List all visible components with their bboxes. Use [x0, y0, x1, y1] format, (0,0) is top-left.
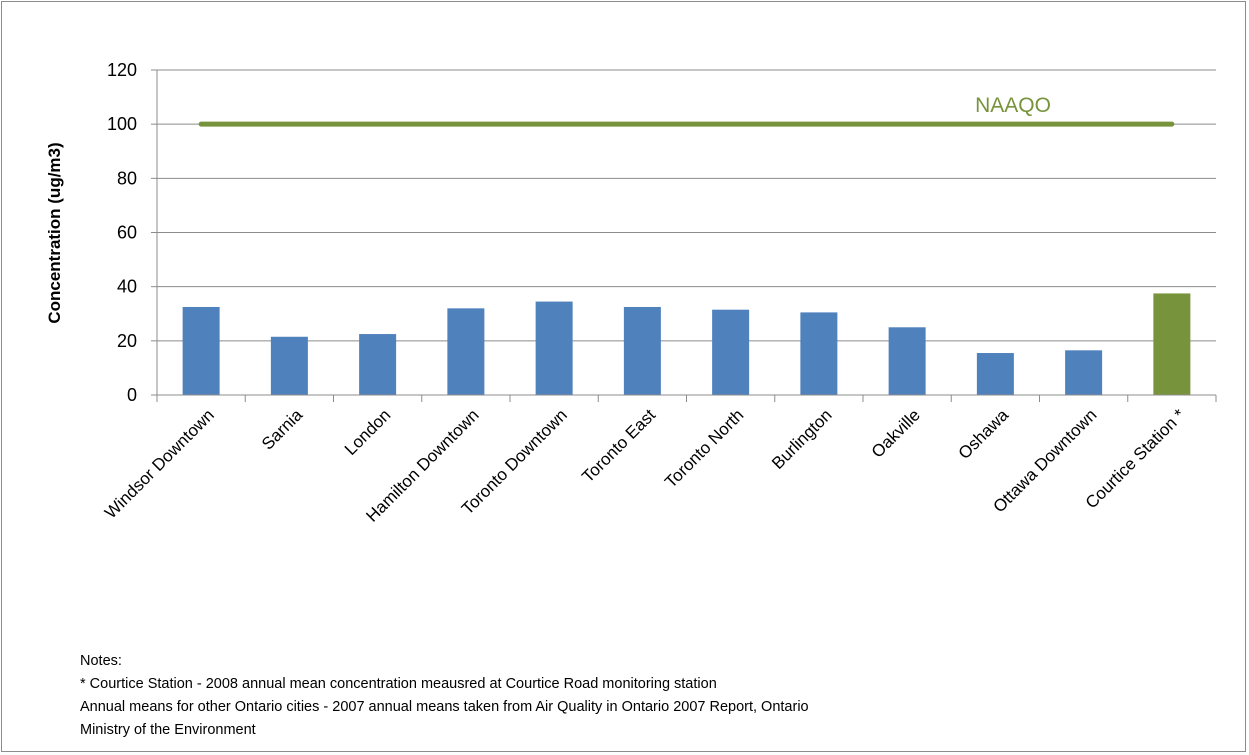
bar [712, 309, 750, 395]
naaqo-label: NAAQO [975, 94, 1051, 117]
bar [270, 336, 308, 395]
bar [623, 306, 661, 395]
gridlines [157, 69, 1216, 342]
bars [182, 293, 1191, 395]
x-tick-label: Sarnia [258, 405, 307, 454]
x-tick-label: Toronto East [578, 405, 659, 486]
y-tick-label: 0 [127, 385, 137, 405]
bar [1153, 293, 1191, 395]
bar [359, 334, 397, 395]
y-tick-label: 120 [107, 60, 137, 80]
y-tick-labels: 0 20 40 60 80 100 120 [107, 60, 137, 405]
y-tick-label: 20 [117, 331, 137, 351]
bar [888, 327, 926, 395]
y-tick-label: 80 [117, 168, 137, 188]
notes-line-1: * Courtice Station - 2008 annual mean co… [80, 676, 717, 692]
y-tick-label: 60 [117, 223, 137, 243]
notes-heading: Notes: [80, 653, 122, 669]
notes-block: Notes: * Courtice Station - 2008 annual … [80, 650, 1220, 742]
x-tick-label: Oakville [868, 405, 924, 461]
bar [800, 312, 838, 395]
y-tick-label: 100 [107, 114, 137, 134]
x-tick-label: Burlington [768, 405, 836, 473]
reference-line-group: NAAQO [198, 94, 1175, 127]
x-tick-label: Windsor Downtown [101, 405, 218, 522]
x-tick-label: London [341, 405, 395, 459]
notes-line-3: Ministry of the Environment [80, 722, 256, 738]
bar [1065, 350, 1103, 395]
notes-line-2: Annual means for other Ontario cities - … [80, 699, 809, 715]
axes [151, 69, 1217, 402]
bar [535, 301, 573, 395]
bar [182, 306, 220, 395]
x-tick-label: Oshawa [955, 405, 1013, 463]
y-tick-label: 40 [117, 277, 137, 297]
y-axis-title: Concentration (ug/m3) [45, 142, 64, 323]
bar [447, 308, 485, 395]
x-tick-label: Toronto North [661, 405, 747, 491]
bar [976, 353, 1014, 395]
